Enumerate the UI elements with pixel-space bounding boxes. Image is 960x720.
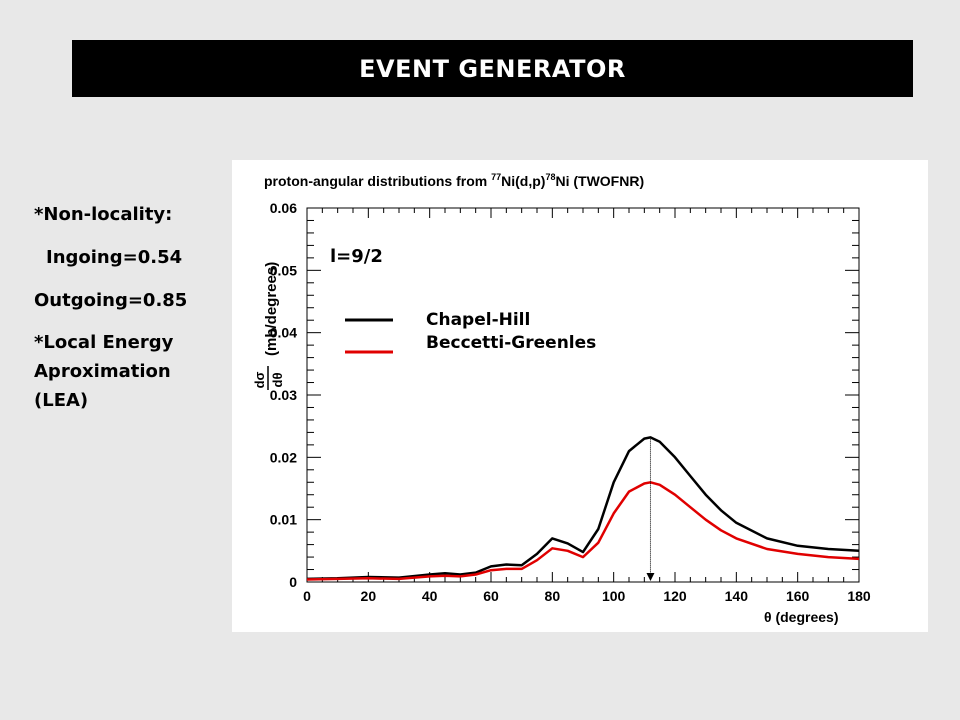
lea-line-2: Aproximation <box>34 361 171 382</box>
y-tick-label: 0 <box>289 574 297 590</box>
y-axis-label: dσ dθ (mb/degrees) <box>252 262 285 390</box>
lea-line-1: *Local Energy <box>34 332 174 353</box>
ingoing-value: Ingoing=0.54 <box>46 247 183 268</box>
y-tick-label: 0.02 <box>270 449 297 465</box>
legend-label-chapel-hill: Chapel-Hill <box>426 310 530 330</box>
x-tick-label: 100 <box>602 588 626 604</box>
angular-distribution-chart: proton-angular distributions from 77Ni(d… <box>252 172 871 625</box>
x-tick-label: 40 <box>422 588 438 604</box>
banner-title: EVENT GENERATOR <box>359 54 626 83</box>
series-line-chapel-hill <box>306 436 860 581</box>
y-tick-label: 0.03 <box>270 387 297 403</box>
x-tick-label: 80 <box>545 588 561 604</box>
plot-frame <box>306 207 860 583</box>
y-axis-frac-den: dθ <box>270 373 285 388</box>
x-tick-label: 120 <box>663 588 687 604</box>
y-tick-label: 0.01 <box>270 512 297 528</box>
x-tick-label: 180 <box>847 588 871 604</box>
y-tick-label: 0.04 <box>270 325 297 341</box>
y-tick-label: 0.06 <box>270 200 297 216</box>
y-tick-label: 0.05 <box>270 262 297 278</box>
annotation-l-value: l=9/2 <box>330 246 383 267</box>
legend-label-beccetti-greenles: Beccetti-Greenles <box>426 333 596 353</box>
peak-marker-arrow <box>646 573 655 581</box>
x-tick-label: 60 <box>483 588 499 604</box>
title-banner: EVENT GENERATOR <box>72 40 913 97</box>
chart-title: proton-angular distributions from 77Ni(d… <box>264 172 644 189</box>
y-axis-units: (mb/degrees) <box>263 262 280 356</box>
nonlocality-label: *Non-locality: <box>34 204 173 225</box>
outgoing-value: Outgoing=0.85 <box>34 290 188 311</box>
y-axis-frac-num: dσ <box>252 371 267 388</box>
x-tick-label: 0 <box>303 588 311 604</box>
x-tick-label: 160 <box>786 588 810 604</box>
x-tick-label: 20 <box>361 588 377 604</box>
x-tick-label: 140 <box>725 588 749 604</box>
lea-line-3: (LEA) <box>34 390 89 411</box>
series-line-beccetti-greenles <box>306 481 860 581</box>
x-axis-label: θ (degrees) <box>764 609 838 625</box>
plot-panel: proton-angular distributions from 77Ni(d… <box>232 160 928 632</box>
